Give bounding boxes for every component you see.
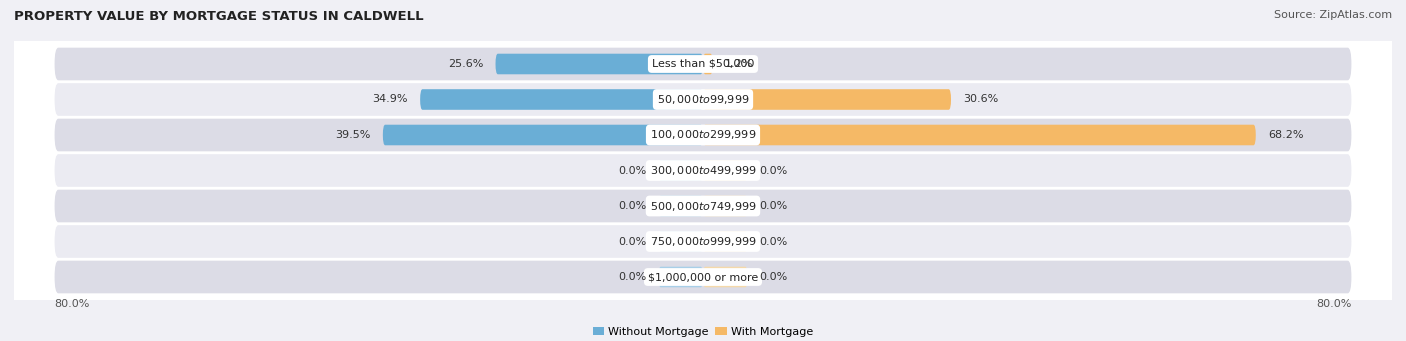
Text: 0.0%: 0.0% xyxy=(619,272,647,282)
Text: $300,000 to $499,999: $300,000 to $499,999 xyxy=(650,164,756,177)
Text: 0.0%: 0.0% xyxy=(759,165,787,176)
FancyBboxPatch shape xyxy=(55,261,1351,293)
Text: 80.0%: 80.0% xyxy=(55,299,90,309)
Text: 80.0%: 80.0% xyxy=(1316,299,1351,309)
Text: $750,000 to $999,999: $750,000 to $999,999 xyxy=(650,235,756,248)
Text: Less than $50,000: Less than $50,000 xyxy=(652,59,754,69)
Text: PROPERTY VALUE BY MORTGAGE STATUS IN CALDWELL: PROPERTY VALUE BY MORTGAGE STATUS IN CAL… xyxy=(14,10,423,23)
Text: $1,000,000 or more: $1,000,000 or more xyxy=(648,272,758,282)
FancyBboxPatch shape xyxy=(55,48,1351,80)
FancyBboxPatch shape xyxy=(703,267,748,287)
FancyBboxPatch shape xyxy=(658,231,703,252)
FancyBboxPatch shape xyxy=(703,89,950,110)
FancyBboxPatch shape xyxy=(703,231,748,252)
Text: $100,000 to $299,999: $100,000 to $299,999 xyxy=(650,129,756,142)
Text: 0.0%: 0.0% xyxy=(619,165,647,176)
Text: 68.2%: 68.2% xyxy=(1268,130,1303,140)
Text: 1.2%: 1.2% xyxy=(725,59,754,69)
FancyBboxPatch shape xyxy=(55,83,1351,116)
Text: 0.0%: 0.0% xyxy=(619,201,647,211)
FancyBboxPatch shape xyxy=(382,125,703,145)
FancyBboxPatch shape xyxy=(658,160,703,181)
FancyBboxPatch shape xyxy=(658,196,703,216)
Text: 30.6%: 30.6% xyxy=(963,94,998,104)
Legend: Without Mortgage, With Mortgage: Without Mortgage, With Mortgage xyxy=(588,322,818,341)
Text: 0.0%: 0.0% xyxy=(759,237,787,247)
FancyBboxPatch shape xyxy=(703,54,713,74)
FancyBboxPatch shape xyxy=(55,119,1351,151)
Text: $500,000 to $749,999: $500,000 to $749,999 xyxy=(650,199,756,212)
Text: Source: ZipAtlas.com: Source: ZipAtlas.com xyxy=(1274,10,1392,20)
Text: 34.9%: 34.9% xyxy=(373,94,408,104)
Text: $50,000 to $99,999: $50,000 to $99,999 xyxy=(657,93,749,106)
Text: 25.6%: 25.6% xyxy=(449,59,484,69)
FancyBboxPatch shape xyxy=(420,89,703,110)
Text: 0.0%: 0.0% xyxy=(759,201,787,211)
Text: 0.0%: 0.0% xyxy=(619,237,647,247)
FancyBboxPatch shape xyxy=(703,125,1256,145)
FancyBboxPatch shape xyxy=(658,267,703,287)
Text: 39.5%: 39.5% xyxy=(335,130,371,140)
FancyBboxPatch shape xyxy=(55,225,1351,258)
FancyBboxPatch shape xyxy=(495,54,703,74)
Text: 0.0%: 0.0% xyxy=(759,272,787,282)
FancyBboxPatch shape xyxy=(703,160,748,181)
FancyBboxPatch shape xyxy=(55,190,1351,222)
FancyBboxPatch shape xyxy=(55,154,1351,187)
FancyBboxPatch shape xyxy=(703,196,748,216)
